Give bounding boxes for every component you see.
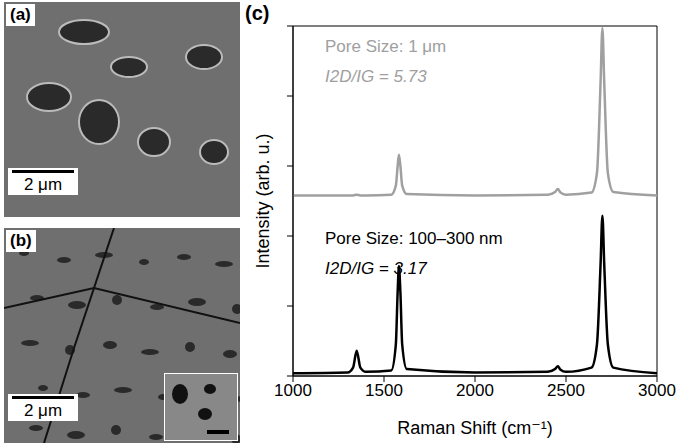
svg-text:Raman Shift (cm⁻¹): Raman Shift (cm⁻¹) — [397, 418, 553, 438]
html-text:2 μm: 2 μm — [23, 175, 63, 194]
html-text:I2D/IG = 3.17: I2D/IG = 3.17 — [325, 259, 427, 278]
html-text:(c): (c) — [245, 2, 270, 24]
html-text:Pore Size: 1 μm: Pore Size: 1 μm — [325, 37, 447, 56]
html-text:2 μm: 2 μm — [23, 401, 63, 420]
svg-text:1000: 1000 — [274, 381, 312, 400]
html-text:Pore Size: 100–300 nm: Pore Size: 100–300 nm — [325, 229, 503, 248]
html-text:I2D/IG = 5.73: I2D/IG = 5.73 — [325, 67, 427, 86]
svg-text:3000: 3000 — [638, 381, 676, 400]
html-text:(a): (a) — [10, 5, 31, 24]
svg-text:Intensity (arb. u.): Intensity (arb. u.) — [253, 133, 273, 268]
svg-text:2000: 2000 — [456, 381, 494, 400]
svg-text:1500: 1500 — [365, 381, 403, 400]
html-text:(b): (b) — [10, 231, 32, 250]
svg-text:2500: 2500 — [547, 381, 585, 400]
